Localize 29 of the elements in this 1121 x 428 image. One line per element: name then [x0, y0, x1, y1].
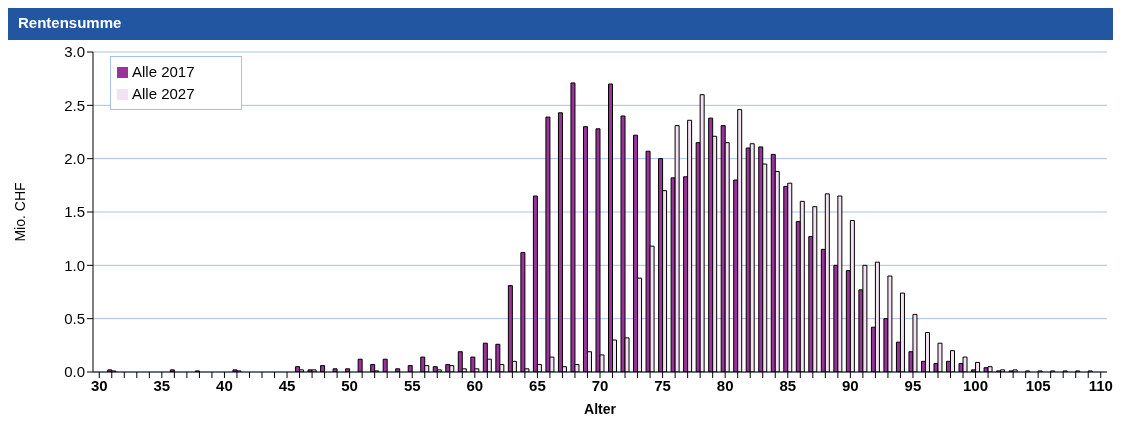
x-tick-label: 35: [153, 376, 171, 394]
x-tick-label: 40: [216, 376, 233, 394]
y-tick-label: 0.5: [64, 309, 85, 327]
x-tick-label: 75: [654, 376, 671, 394]
x-tick-label: 90: [842, 376, 859, 394]
legend-label: Alle 2027: [132, 85, 195, 102]
x-tick-label: 55: [403, 376, 421, 394]
x-tick-label: 110: [1088, 376, 1113, 394]
y-tick-label: 3.0: [64, 43, 85, 61]
x-tick-label: 100: [963, 376, 989, 394]
x-tick-label: 105: [1025, 376, 1051, 394]
y-axis-title: Mio. CHF: [11, 182, 28, 242]
x-tick-label: 60: [466, 376, 484, 394]
x-tick-label: 50: [341, 376, 358, 394]
x-tick-label: 85: [779, 376, 797, 394]
y-tick-label: 1.5: [64, 203, 85, 221]
x-tick-label: 65: [529, 376, 546, 394]
y-tick-label: 2.5: [64, 96, 85, 114]
x-tick-label: 45: [278, 376, 296, 394]
y-tick-label: 0.0: [64, 363, 85, 381]
y-tick-label: 2.0: [64, 149, 85, 167]
x-tick-label: 70: [591, 376, 609, 394]
x-tick-label: 95: [904, 376, 922, 394]
x-tick-label: 30: [90, 376, 108, 394]
chart-title: Rentensumme: [8, 8, 1113, 40]
legend-label: Alle 2017: [132, 63, 195, 80]
y-tick-label: 1.0: [64, 256, 85, 274]
x-axis-title: Alter: [584, 401, 617, 417]
x-tick-label: 80: [716, 376, 734, 394]
